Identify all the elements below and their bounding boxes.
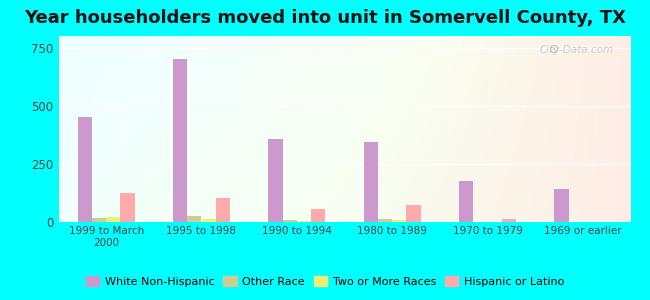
Bar — [554, 190, 569, 222]
Bar — [202, 219, 216, 222]
Bar — [173, 59, 187, 222]
Bar — [268, 140, 283, 222]
Text: Year householders moved into unit in Somervell County, TX: Year householders moved into unit in Som… — [24, 9, 626, 27]
Bar — [283, 220, 297, 222]
Bar — [459, 181, 473, 222]
Bar — [77, 117, 92, 222]
Bar — [363, 142, 378, 222]
Bar — [106, 217, 120, 222]
Legend: White Non-Hispanic, Other Race, Two or More Races, Hispanic or Latino: White Non-Hispanic, Other Race, Two or M… — [81, 272, 569, 291]
Bar — [297, 221, 311, 222]
Bar — [502, 218, 516, 222]
Bar — [120, 193, 135, 222]
Bar — [392, 220, 406, 222]
Bar — [216, 198, 230, 222]
Text: City-Data.com: City-Data.com — [540, 45, 614, 55]
Bar — [406, 205, 421, 222]
Bar — [187, 216, 202, 222]
Bar — [311, 209, 326, 222]
Text: ⊙: ⊙ — [549, 44, 559, 56]
Bar — [92, 218, 106, 222]
Bar — [378, 218, 392, 222]
